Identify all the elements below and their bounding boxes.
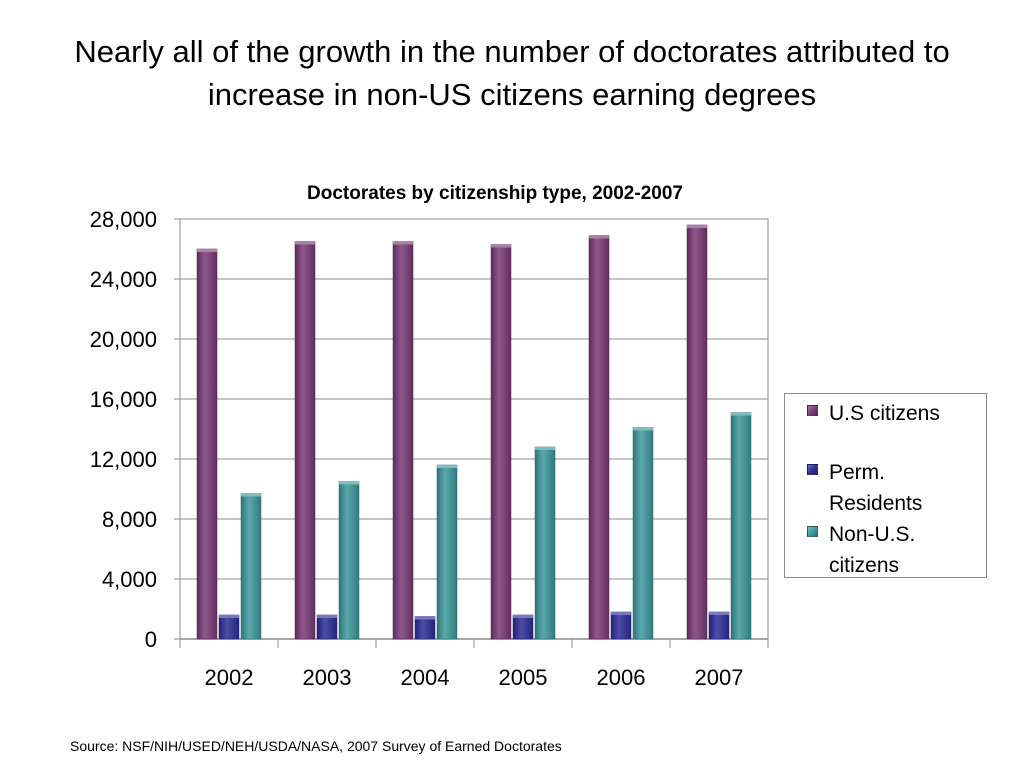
bar-top-perm-residents-2007 [709, 612, 729, 615]
bar-perm-residents-2003 [316, 614, 338, 640]
legend-swatch-us-citizens [807, 405, 818, 416]
x-tick-label: 2002 [205, 665, 254, 690]
chart-legend: U.S citizens Perm. Residents Non-U.S. ci… [784, 393, 987, 578]
bar-perm-residents-2006 [610, 611, 632, 640]
bar-top-non-u-s-citizens-2004 [437, 465, 457, 468]
chart-title: Doctorates by citizenship type, 2002-200… [307, 183, 683, 204]
bar-perm-residents-2004 [414, 616, 436, 640]
bar-top-u-s-citizens-2002 [197, 249, 217, 252]
y-tick-label: 8,000 [102, 507, 157, 532]
legend-label-non-us-citizens: Non-U.S. citizens [829, 523, 916, 577]
bar-top-perm-residents-2004 [415, 616, 435, 620]
y-tick-label: 28,000 [90, 207, 157, 232]
bar-u-s-citizens-2004 [392, 241, 414, 640]
legend-swatch-perm-residents [807, 464, 818, 475]
plot-area-frame [179, 218, 769, 640]
bar-perm-residents-2007 [708, 611, 730, 640]
bar-top-u-s-citizens-2006 [589, 235, 609, 239]
source-note: Source: NSF/NIH/USED/NEH/USDA/NASA, 2007… [70, 738, 562, 754]
bar-top-non-u-s-citizens-2006 [633, 427, 653, 431]
bar-top-perm-residents-2002 [219, 615, 239, 618]
bar-non-u-s-citizens-2007 [730, 412, 752, 640]
legend-label-perm-residents: Perm. Residents [829, 461, 923, 515]
bar-u-s-citizens-2006 [588, 235, 610, 640]
y-tick-label: 20,000 [90, 327, 157, 352]
bar-top-perm-residents-2006 [611, 612, 631, 615]
bar-non-u-s-citizens-2002 [240, 493, 262, 640]
x-tick-label: 2003 [303, 665, 352, 690]
x-tick-label: 2007 [695, 665, 744, 690]
y-tick-label: 12,000 [90, 447, 157, 472]
bar-top-perm-residents-2005 [513, 615, 533, 618]
bar-top-non-u-s-citizens-2002 [241, 493, 261, 497]
bar-non-u-s-citizens-2006 [632, 427, 654, 640]
slide-title: Nearly all of the growth in the number o… [74, 34, 950, 112]
x-tick-label: 2005 [499, 665, 548, 690]
bar-top-u-s-citizens-2005 [491, 244, 511, 248]
bar-u-s-citizens-2003 [294, 241, 316, 640]
bar-top-non-u-s-citizens-2005 [535, 447, 555, 450]
bar-perm-residents-2002 [218, 614, 240, 640]
bar-non-u-s-citizens-2005 [534, 446, 556, 640]
y-tick-label: 0 [145, 627, 157, 652]
bar-u-s-citizens-2002 [196, 248, 218, 640]
bar-non-u-s-citizens-2004 [436, 464, 458, 640]
y-tick-label: 4,000 [102, 567, 157, 592]
bar-non-u-s-citizens-2003 [338, 481, 360, 640]
bar-u-s-citizens-2005 [490, 244, 512, 640]
bar-u-s-citizens-2007 [686, 224, 708, 640]
bar-perm-residents-2005 [512, 614, 534, 640]
legend-label-us-citizens: U.S citizens [829, 402, 940, 425]
bar-top-u-s-citizens-2007 [687, 225, 707, 228]
legend-swatch-non-us-citizens [807, 526, 818, 537]
bar-top-u-s-citizens-2004 [393, 241, 413, 245]
legend-item-non-us-citizens: Non-U.S. citizens [807, 519, 969, 581]
bar-top-non-u-s-citizens-2007 [731, 412, 751, 416]
bar-top-u-s-citizens-2003 [295, 241, 315, 245]
bar-top-perm-residents-2003 [317, 615, 337, 618]
x-tick-label: 2004 [401, 665, 450, 690]
y-tick-label: 24,000 [90, 267, 157, 292]
x-tick-label: 2006 [597, 665, 646, 690]
legend-item-us-citizens: U.S citizens [807, 398, 969, 429]
y-tick-label: 16,000 [90, 387, 157, 412]
legend-item-perm-residents: Perm. Residents [807, 457, 969, 519]
bar-top-non-u-s-citizens-2003 [339, 481, 359, 485]
